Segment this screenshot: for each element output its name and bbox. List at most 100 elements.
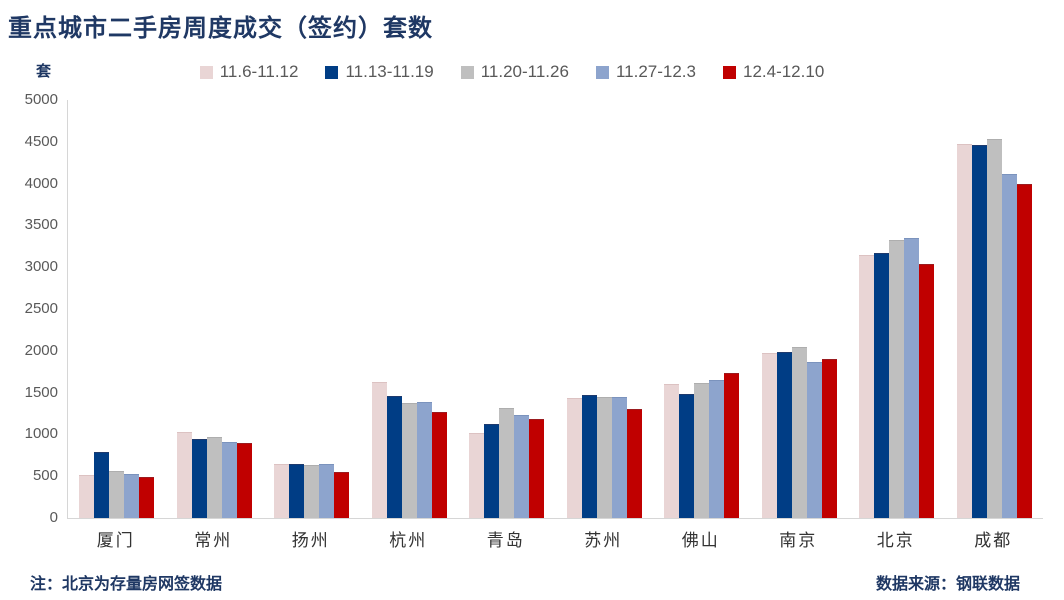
bar-group (848, 100, 946, 518)
legend-item: 11.27-12.3 (595, 62, 696, 82)
bar (821, 358, 837, 518)
bar (499, 407, 515, 518)
bar (566, 398, 582, 518)
bar (919, 264, 935, 518)
bar (529, 419, 545, 518)
bar-group (946, 100, 1044, 518)
bar-group (263, 100, 361, 518)
x-axis-category-label: 佛山 (681, 531, 720, 550)
y-axis-unit-label: 套 (36, 64, 52, 80)
x-axis-category-label: 北京 (876, 531, 915, 550)
legend-label: 11.6-11.12 (219, 62, 299, 81)
bar (401, 402, 417, 518)
legend-swatch-icon (325, 65, 339, 79)
legend-item: 11.20-11.26 (460, 62, 569, 82)
bar (236, 442, 252, 518)
x-axis-category-label: 常州 (194, 531, 233, 550)
y-axis-tick-label: 1000 (24, 425, 58, 443)
x-axis-category-label: 南京 (779, 531, 818, 550)
bar (904, 237, 920, 518)
legend-item: 11.6-11.12 (199, 62, 299, 82)
bar (581, 395, 597, 518)
bar (859, 255, 875, 518)
x-axis-category-label: 成都 (974, 531, 1013, 550)
bar-group (166, 100, 264, 518)
bar-group (556, 100, 654, 518)
bar (484, 424, 500, 518)
bar (221, 441, 237, 518)
x-axis-category-label: 厦门 (96, 531, 135, 550)
bar (334, 471, 350, 518)
bar (611, 396, 627, 518)
bar-group (68, 100, 166, 518)
y-axis-tick-label: 2000 (24, 341, 58, 359)
legend: 11.6-11.12 11.13-11.19 11.20-11.26 11.27-12… (0, 62, 1024, 82)
bar (806, 361, 822, 518)
y-axis-tick-label: 4000 (24, 174, 58, 192)
bar (679, 394, 695, 518)
bar (596, 396, 612, 518)
bar (874, 253, 890, 518)
chart-title: 重点城市二手房周度成交（签约）套数 (8, 16, 433, 42)
bar (139, 477, 155, 518)
bar (386, 396, 402, 518)
bar (776, 351, 792, 518)
bar (791, 347, 807, 518)
bar (191, 439, 207, 518)
y-axis-tick-label: 3500 (24, 216, 58, 234)
bar (709, 380, 725, 518)
y-axis-tick-label: 4500 (24, 132, 58, 150)
bar (971, 144, 987, 518)
bar-group (361, 100, 459, 518)
bar (664, 384, 680, 518)
x-axis-category-label: 青岛 (486, 531, 525, 550)
bar (889, 240, 905, 518)
y-axis-tick-label: 500 (32, 467, 58, 485)
legend-label: 11.20-11.26 (480, 62, 569, 81)
bar (274, 464, 290, 518)
bar (371, 381, 387, 518)
x-axis-category-labels: 厦门 常州 扬州 杭州 青岛 苏州 佛山 南京 北京 成都 (67, 526, 1042, 551)
y-axis-tick-label: 3000 (24, 258, 58, 276)
legend-item: 12.4-12.10 (722, 62, 825, 82)
bar (956, 144, 972, 518)
bar (289, 463, 305, 518)
bar (94, 451, 110, 518)
plot-area (67, 100, 1043, 519)
bar-group (751, 100, 849, 518)
bar (124, 474, 140, 518)
data-source-note: 数据来源：钢联数据 (875, 576, 1020, 593)
bar (319, 464, 335, 518)
bar (206, 436, 222, 518)
bar-group (458, 100, 556, 518)
y-axis-tick-label: 0 (49, 509, 58, 526)
bar (416, 401, 432, 518)
bar (1001, 174, 1017, 518)
bar (1016, 183, 1032, 518)
bar (469, 432, 485, 518)
y-axis-tick-label: 2500 (24, 300, 58, 317)
legend-item: 11.13-11.19 (325, 62, 434, 82)
bar (304, 464, 320, 518)
bar (694, 383, 710, 518)
x-axis-category-label: 扬州 (291, 531, 330, 550)
bar (986, 139, 1002, 518)
y-axis-tick-label: 1500 (24, 383, 58, 401)
bar (761, 353, 777, 518)
bar (514, 415, 530, 518)
bar (431, 411, 447, 518)
bar-group (653, 100, 751, 518)
bar (79, 475, 95, 518)
bar (176, 431, 192, 518)
footnote: 注：北京为存量房网签数据 (30, 576, 223, 593)
y-axis-tick-label: 5000 (24, 91, 58, 108)
bar (109, 470, 125, 518)
bar (626, 408, 642, 518)
x-axis-category-label: 杭州 (389, 531, 428, 550)
legend-swatch-icon (595, 65, 609, 79)
legend-swatch-icon (460, 65, 474, 79)
legend-label: 11.13-11.19 (345, 62, 434, 81)
legend-label: 12.4-12.10 (742, 62, 825, 81)
legend-swatch-icon (199, 65, 213, 79)
bar (724, 373, 740, 518)
